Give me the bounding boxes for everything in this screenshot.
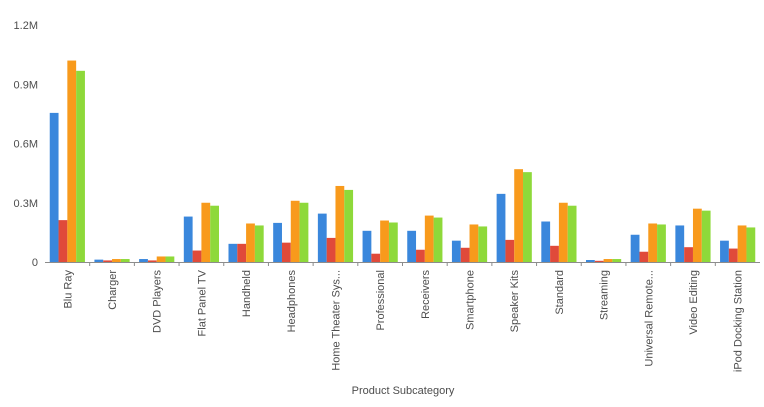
bar (505, 239, 515, 262)
y-tick-label: 0 (32, 257, 38, 269)
bar (541, 221, 551, 262)
bar (147, 260, 157, 262)
y-tick-label: 0.3M (14, 198, 38, 210)
bar (49, 112, 59, 262)
bar (585, 260, 595, 262)
bar (237, 243, 247, 262)
y-tick-label: 0.6M (14, 139, 38, 151)
x-tick-label: Smartphone (465, 270, 477, 330)
x-tick-label: Headphones (286, 270, 298, 333)
y-axis: 0 0.3M 0.6M 0.9M 1.2M (14, 20, 38, 269)
bar (94, 259, 104, 262)
bar (675, 225, 685, 262)
bar (478, 226, 488, 262)
bar (139, 259, 148, 262)
bar (192, 250, 202, 262)
bar (657, 224, 666, 262)
bar (451, 240, 461, 262)
bar (558, 202, 568, 262)
bar (639, 251, 649, 262)
x-tick-label: Professional (375, 270, 387, 331)
bar (380, 220, 389, 262)
bar (737, 225, 747, 262)
bar (317, 213, 327, 262)
bar (460, 247, 470, 262)
bar (228, 243, 238, 262)
bar (612, 259, 622, 262)
bar (254, 225, 264, 262)
bar (496, 193, 506, 262)
x-tick-label: Charger (107, 270, 119, 310)
x-axis: Blu Ray Charger DVD Players Flat Panel TV Ha… (45, 262, 760, 372)
bar (746, 227, 756, 262)
bar (344, 189, 354, 262)
bar (692, 208, 702, 262)
bar (246, 223, 255, 262)
bar (165, 256, 175, 262)
bar (433, 217, 443, 262)
x-tick-label: Home Theater Sys... (330, 270, 342, 371)
x-tick-label: Standard (554, 270, 566, 315)
bar (273, 222, 282, 262)
bar (603, 259, 613, 262)
bar (550, 245, 559, 262)
bar (728, 248, 738, 262)
x-axis-title: Product Subcategory (352, 385, 455, 397)
bar (58, 220, 68, 262)
bar (183, 216, 193, 262)
bar (720, 240, 729, 262)
bar (424, 215, 434, 262)
bar (514, 169, 524, 262)
bar (112, 259, 121, 262)
bar (416, 249, 425, 262)
bar (371, 253, 381, 262)
x-tick-label: Flat Panel TV (196, 269, 208, 336)
x-tick-label: Streaming (599, 270, 611, 320)
bar (684, 247, 693, 262)
bar (362, 230, 372, 262)
bar (281, 242, 291, 262)
bar (210, 205, 220, 262)
x-tick-label: Receivers (420, 270, 432, 319)
x-tick-label: Speaker Kits (509, 270, 521, 333)
x-tick-label: DVD Players (152, 270, 164, 333)
y-tick-label: 1.2M (14, 20, 38, 32)
bar (335, 185, 345, 262)
bar (76, 70, 85, 262)
bar (299, 202, 309, 262)
bar (201, 202, 211, 262)
bar (67, 60, 77, 262)
bar (290, 200, 300, 262)
bar (103, 260, 113, 262)
bars (49, 60, 756, 262)
bar (648, 223, 658, 262)
bar (701, 210, 711, 262)
bar (469, 224, 479, 262)
bar (326, 237, 336, 262)
y-tick-label: 0.9M (14, 79, 38, 91)
bar (388, 222, 398, 262)
bar (630, 234, 640, 262)
bar (407, 230, 417, 262)
x-tick-label: Handheld (241, 270, 253, 317)
bar (594, 260, 604, 262)
bar (120, 259, 130, 262)
x-tick-label: Video Editing (688, 270, 700, 335)
x-tick-label: iPod Docking Station (733, 270, 745, 372)
x-tick-label: Blu Ray (62, 270, 74, 309)
bar (156, 256, 166, 262)
x-tick-label: Universal Remote... (643, 270, 655, 367)
bar (523, 172, 532, 262)
bar (567, 205, 577, 262)
